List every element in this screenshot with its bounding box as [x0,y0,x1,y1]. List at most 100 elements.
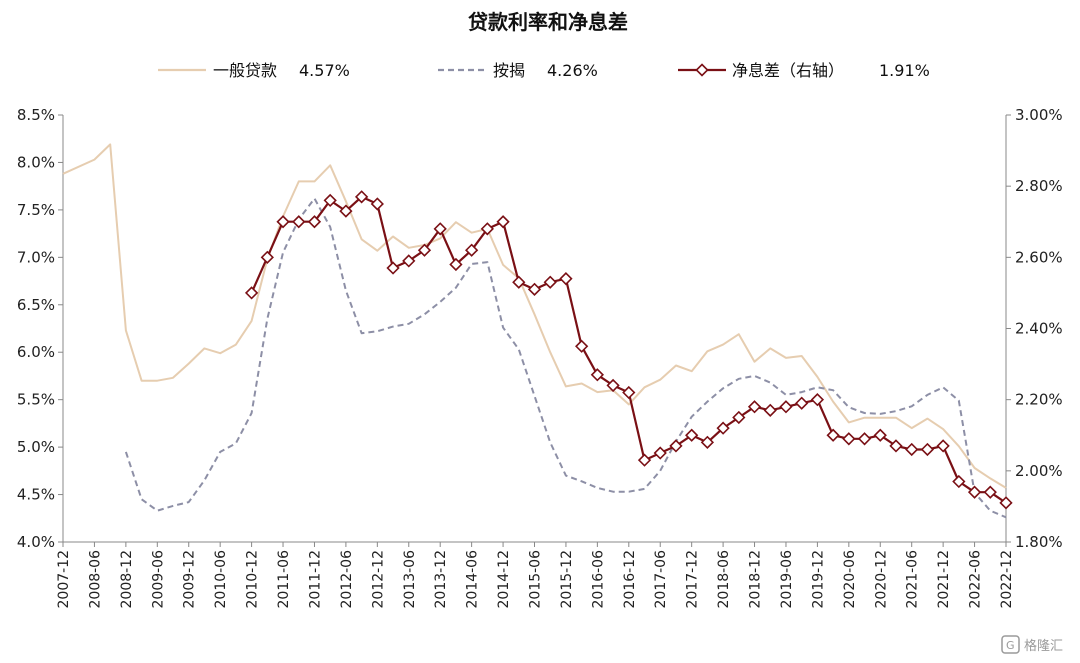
series-3-diamond-marker [826,428,840,442]
series-3-diamond-marker [637,453,652,467]
x-tick-label: 2012-06 [339,550,355,609]
y-left-tick-label: 6.0% [17,343,55,361]
series-3-diamond-marker [354,190,369,204]
series-3-diamond-marker [449,257,463,272]
y-left-tick-label: 4.5% [17,486,55,504]
watermark-logo-icon [1001,635,1020,654]
x-tick-label: 2016-12 [622,550,638,609]
series-3-diamond-marker [339,204,353,218]
series-line-1 [62,143,1007,489]
series-3-diamond-marker [842,432,856,446]
series-layer [62,143,1013,519]
y-left-tick-label: 4.0% [17,533,55,551]
x-tick-label: 2010-12 [245,550,261,609]
series-3-diamond-marker [512,275,526,289]
series-3-diamond-marker [700,435,715,449]
x-tick-label: 2013-12 [433,550,449,609]
series-3-diamond-marker [873,428,887,442]
series-3-diamond-marker [685,428,699,442]
y-right-tick-label: 2.80% [1015,177,1063,195]
x-tick-label: 2022-12 [999,550,1015,609]
series-3-diamond-marker [465,243,479,257]
series-3-diamond-marker [370,197,384,211]
watermark: G 格隆汇 [1001,635,1063,654]
series-3-diamond-marker [763,403,777,417]
y-right-tick-label: 2.00% [1015,462,1063,480]
legend-value-2: 4.26% [547,61,598,80]
x-tick-label: 2015-06 [528,550,544,609]
series-3-diamond-marker [983,485,997,499]
x-tick-label: 2020-06 [842,550,858,609]
series-3-diamond-marker [543,275,557,289]
x-tick-label: 2008-12 [119,550,135,609]
x-tick-label: 2022-06 [968,550,984,609]
series-3-diamond-marker [999,496,1013,510]
y-left-tick-label: 6.5% [17,296,55,314]
y-left-tick-label: 5.0% [17,438,55,456]
y-left-tick-label: 7.0% [17,248,55,266]
axes: 4.0% 4.5% 5.0% 5.5% 6.0% 6.5% 7.0% 7.5% 8.0% 8.5%… [17,106,1063,609]
legend-value-1: 4.57% [299,61,350,80]
x-tick-label: 2018-06 [716,550,732,609]
series-3-diamond-marker [307,215,322,229]
series-3-diamond-marker [323,193,337,208]
series-3-diamond-marker [967,485,982,499]
x-tick-label: 2010-06 [213,550,229,609]
x-tick-label: 2009-12 [182,550,198,609]
series-3-diamond-marker [244,286,259,300]
chart-title: 贷款利率和净息差 [468,10,628,34]
series-3-diamond-marker [952,474,966,489]
series-3-diamond-marker [889,439,903,453]
series-3-diamond-marker [747,400,762,414]
legend-label-3: 净息差（右轴） [732,61,844,80]
legend-label-1: 一般贷款 [213,61,277,80]
series-3-diamond-marker [857,432,872,446]
series-3-diamond-marker [433,222,447,236]
legend-value-3: 1.91% [879,61,930,80]
x-tick-label: 2013-06 [402,550,418,609]
x-tick-label: 2014-06 [465,550,481,609]
series-3-diamond-marker [669,439,683,453]
series-3-diamond-marker [402,254,416,268]
x-tick-label: 2017-06 [653,550,669,609]
series-3-diamond-marker [292,215,306,229]
series-3-diamond-marker [622,385,636,400]
series-3-diamond-marker [590,368,604,382]
series-3-diamond-marker [905,442,919,457]
y-right-tick-label: 2.60% [1015,248,1063,266]
series-3-diamond-marker [936,439,950,453]
y-left-tick-label: 7.5% [17,201,55,219]
legend: 一般贷款 4.57% 按揭 4.26% 净息差（右轴） 1.91% [158,61,930,80]
watermark-brand: 格隆汇 [1024,638,1063,654]
legend-diamond-icon [695,63,709,77]
series-3-diamond-marker [386,261,400,275]
x-tick-label: 2008-06 [87,550,103,609]
series-3-diamond-marker [716,421,730,435]
series-3-diamond-marker [920,442,935,457]
x-tick-label: 2020-12 [873,550,889,609]
series-3-diamond-marker [276,215,290,229]
watermark-logo-letter: G [1006,639,1015,652]
y-right-tick-label: 2.40% [1015,320,1063,338]
y-left-tick-label: 5.5% [17,391,55,409]
series-3-diamond-marker [260,250,274,264]
series-3-diamond-marker [732,410,746,425]
x-tick-label: 2019-12 [810,550,826,609]
y-right-tick-label: 3.00% [1015,106,1063,124]
x-tick-label: 2021-12 [936,550,952,609]
series-3-diamond-marker [795,396,809,410]
x-tick-label: 2014-12 [496,550,512,609]
series-3-diamond-marker [606,378,620,393]
y-left-tick-label: 8.5% [17,106,55,124]
y-right-tick-label: 2.20% [1015,391,1063,409]
y-left-tick-label: 8.0% [17,153,55,171]
x-tick-label: 2009-06 [150,550,166,609]
series-3-diamond-marker [810,393,825,407]
x-tick-label: 2012-12 [370,550,386,609]
series-3-diamond-marker [653,446,667,460]
series-3-diamond-marker [527,282,542,296]
series-3-diamond-marker [575,339,589,353]
series-3-diamond-marker [559,272,573,286]
x-tick-label: 2007-12 [56,550,72,609]
